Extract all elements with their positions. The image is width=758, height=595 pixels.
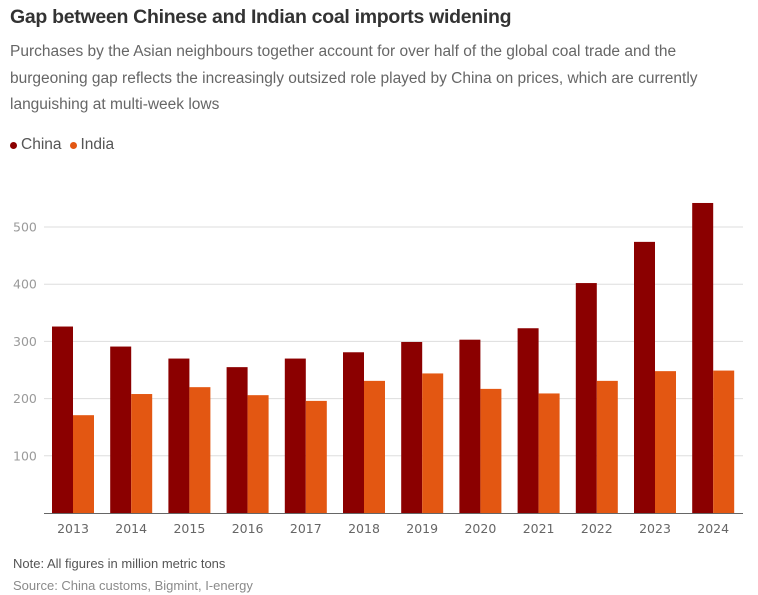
y-tick-label: 100 [13, 448, 37, 463]
bar-china-2013 [52, 326, 73, 513]
footnote: Note: All figures in million metric tons [13, 556, 226, 571]
bar-india-2020 [480, 388, 502, 513]
legend-label-china: China [21, 136, 62, 153]
legend-item-china: China [10, 136, 62, 154]
legend-item-india: India [69, 136, 115, 154]
y-tick-label: 400 [13, 277, 37, 292]
x-tick-label: 2019 [406, 521, 438, 536]
bar-china-2021 [517, 328, 539, 513]
chart-subtitle: Purchases by the Asian neighbours togeth… [10, 43, 698, 113]
x-axis-ticks: 2013 2014 2015 2016 2017 2018 2019 2020 2021 2022… [57, 521, 729, 536]
source-line: Source: China customs, Bigmint, I-energy [13, 578, 253, 593]
legend-swatch-china [10, 141, 17, 149]
bar-china-2018 [343, 352, 364, 513]
bar-india-2024 [713, 370, 735, 513]
x-tick-label: 2016 [232, 521, 264, 536]
bar-india-2017 [305, 400, 327, 513]
x-tick-label: 2023 [639, 521, 671, 536]
bar-china-2020 [459, 339, 481, 513]
bar-china-2023 [634, 241, 655, 513]
bar-china-2014 [110, 346, 132, 513]
x-tick-label: 2022 [581, 521, 613, 536]
x-tick-label: 2021 [523, 521, 555, 536]
bar-india-2014 [131, 394, 153, 513]
y-tick-label: 200 [13, 391, 37, 406]
bar-china-2022 [575, 283, 597, 513]
bar-india-2023 [655, 371, 676, 513]
bar-china-2024 [692, 202, 714, 513]
chart-title: Gap between Chinese and Indian coal impo… [10, 6, 512, 28]
bar-india-2015 [189, 387, 211, 513]
y-tick-label: 500 [13, 220, 37, 235]
bar-india-2016 [247, 395, 269, 513]
bar-china-2019 [401, 341, 423, 513]
bars [52, 202, 735, 513]
bar-india-2022 [596, 380, 618, 513]
y-tick-label: 300 [13, 334, 37, 349]
bar-chart: 100 200 300 400 500 2013 2014 2015 2016 2017 2018… [13, 202, 743, 536]
bar-china-2016 [226, 367, 248, 513]
x-tick-label: 2017 [290, 521, 322, 536]
gridlines [44, 226, 743, 457]
x-tick-label: 2015 [173, 521, 205, 536]
bar-india-2013 [73, 415, 94, 513]
legend-label-india: India [80, 136, 115, 153]
bar-china-2017 [284, 358, 306, 513]
x-tick-label: 2018 [348, 521, 380, 536]
x-tick-label: 2014 [115, 521, 147, 536]
y-axis-ticks: 100 200 300 400 500 [13, 220, 37, 464]
bar-india-2018 [364, 380, 385, 513]
legend: China India [10, 136, 122, 154]
x-tick-label: 2024 [697, 521, 729, 536]
legend-swatch-india [69, 141, 77, 149]
bar-india-2019 [422, 373, 444, 513]
bar-china-2015 [168, 358, 190, 513]
x-tick-label: 2013 [57, 521, 89, 536]
x-tick-label: 2020 [464, 521, 496, 536]
bar-india-2021 [538, 393, 560, 513]
